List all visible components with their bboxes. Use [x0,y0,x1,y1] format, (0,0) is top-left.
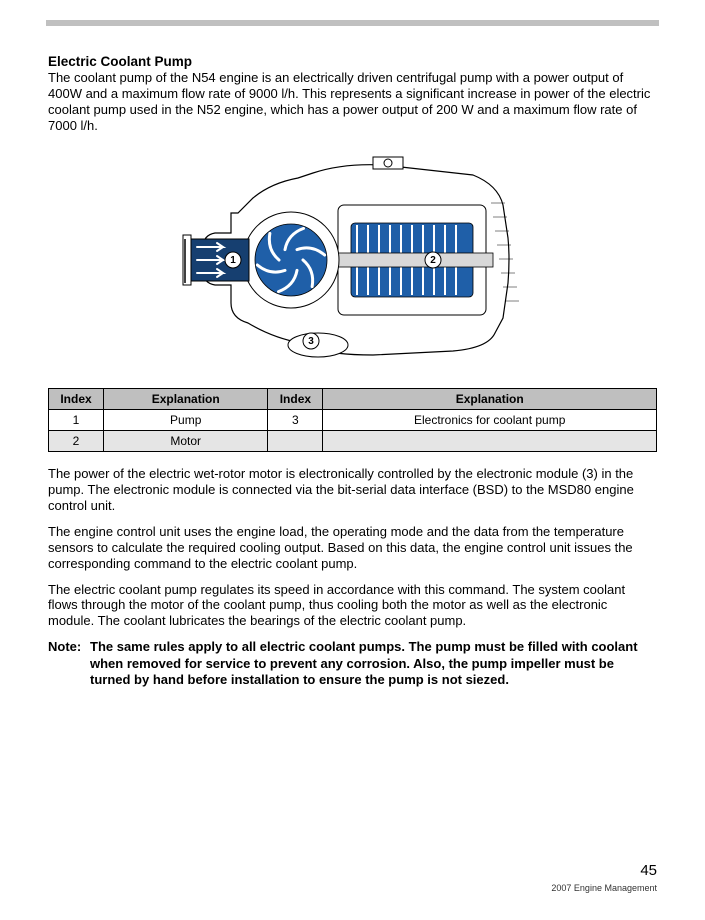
svg-text:1: 1 [230,255,236,266]
pump-diagram: 1 2 3 [48,143,657,376]
th-expl-1: Explanation [104,389,268,410]
header-rule [46,20,659,26]
table-row: 2 Motor [49,431,657,452]
cell [268,431,323,452]
page-number: 45 [551,862,657,879]
note-block: Note: The same rules apply to all electr… [48,639,657,689]
cell: Electronics for coolant pump [323,410,657,431]
svg-text:2: 2 [430,255,436,266]
cell: 3 [268,410,323,431]
index-table: Index Explanation Index Explanation 1 Pu… [48,388,657,452]
pump-cutaway-svg: 1 2 3 [173,143,533,373]
cell: Motor [104,431,268,452]
section-heading: Electric Coolant Pump [48,54,657,69]
th-index-1: Index [49,389,104,410]
cell: Pump [104,410,268,431]
page-footer: 45 2007 Engine Management [551,862,657,894]
footer-subtitle: 2007 Engine Management [551,883,657,893]
cell: 1 [49,410,104,431]
svg-text:3: 3 [308,336,314,347]
paragraph-2: The power of the electric wet-rotor moto… [48,466,657,514]
cell [323,431,657,452]
paragraph-3: The engine control unit uses the engine … [48,524,657,572]
th-index-2: Index [268,389,323,410]
intro-paragraph: The coolant pump of the N54 engine is an… [48,70,657,133]
paragraph-4: The electric coolant pump regulates its … [48,582,657,630]
table-row: 1 Pump 3 Electronics for coolant pump [49,410,657,431]
cell: 2 [49,431,104,452]
th-expl-2: Explanation [323,389,657,410]
